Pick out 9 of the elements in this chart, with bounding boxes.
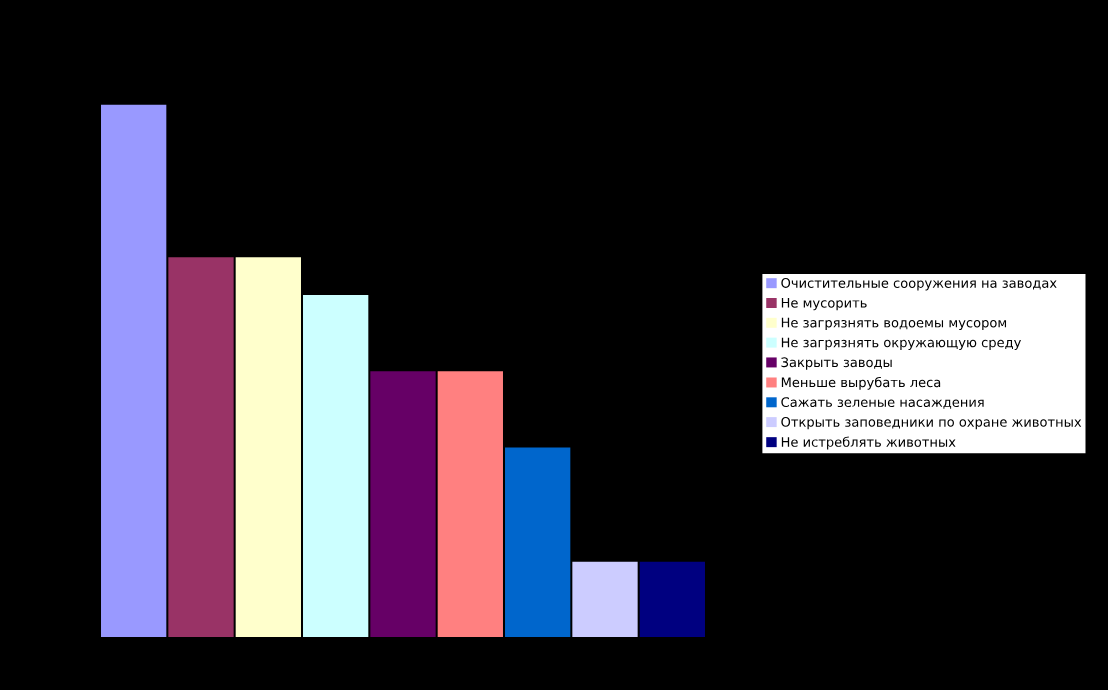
bar [101,104,167,638]
bar [505,447,571,638]
bar [303,295,369,638]
bar [572,561,638,638]
bar [370,371,436,638]
bar [437,371,503,638]
bar [639,561,705,638]
bar [168,257,234,638]
bar [235,257,301,638]
